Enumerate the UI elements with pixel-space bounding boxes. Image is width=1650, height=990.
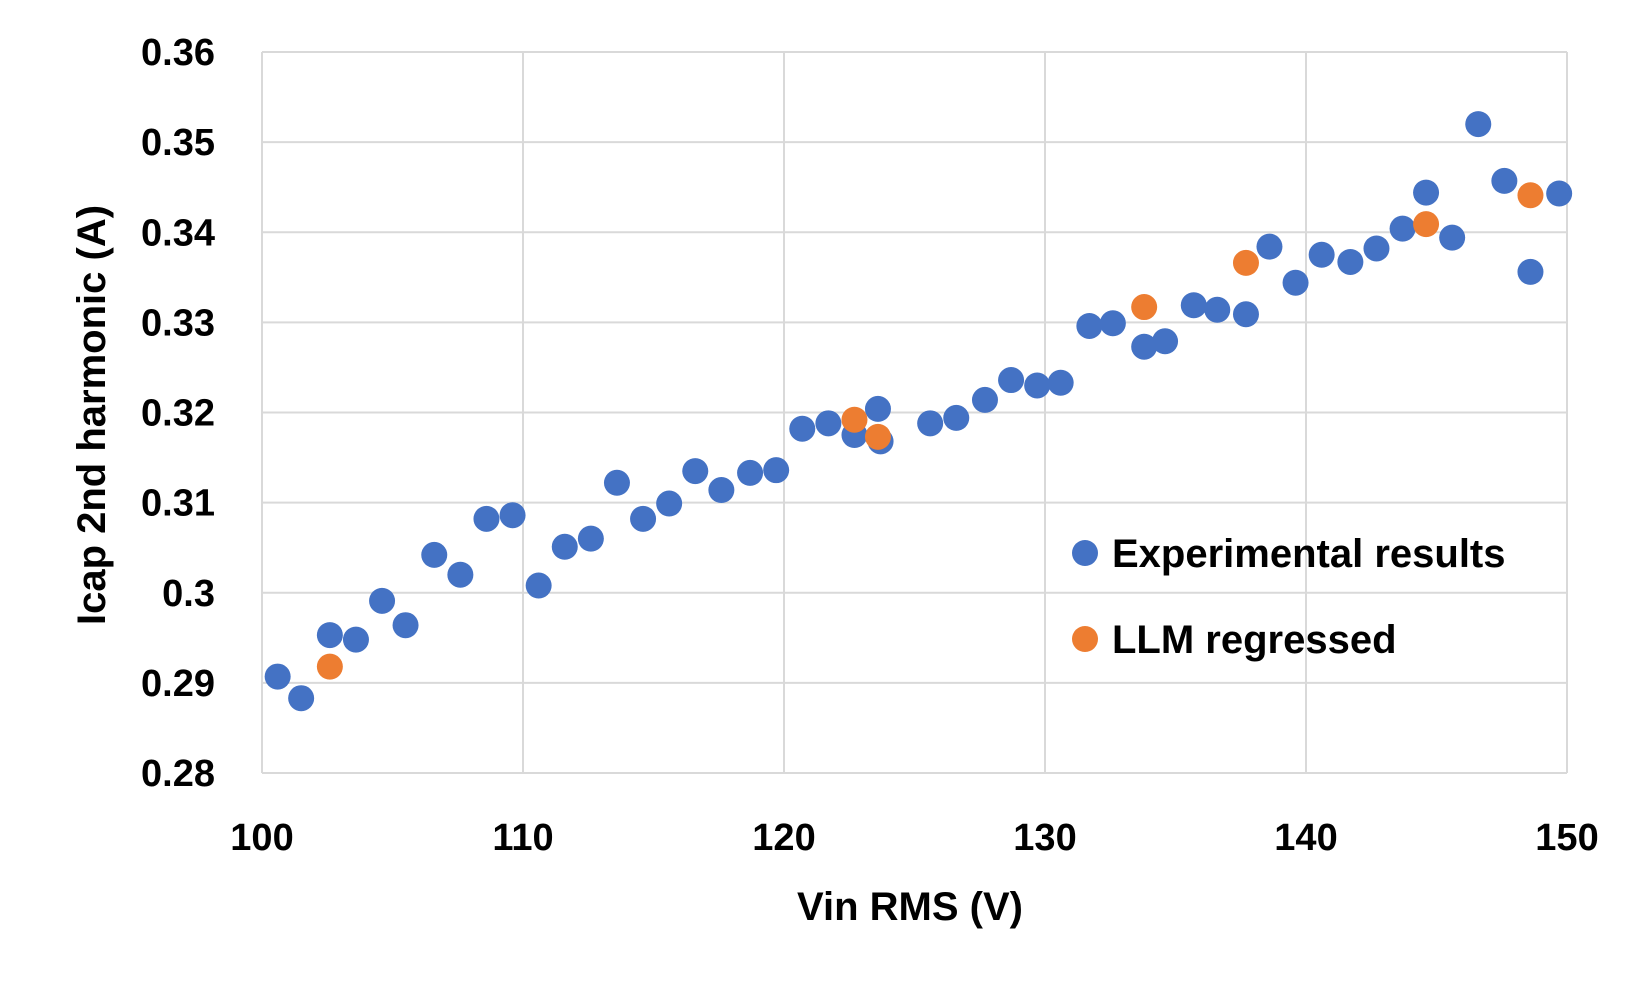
experimental-point bbox=[369, 587, 396, 614]
experimental-point bbox=[1047, 369, 1074, 396]
y-axis-ticks: 0.28 0.29 0.3 0.31 0.32 0.33 0.34 0.35 0.36 bbox=[141, 32, 215, 795]
x-tick-label: 130 bbox=[1013, 817, 1076, 859]
experimental-point bbox=[1204, 296, 1231, 323]
y-tick-label: 0.31 bbox=[141, 483, 215, 525]
experimental-point bbox=[1282, 269, 1309, 296]
legend-label-llm: LLM regressed bbox=[1112, 618, 1397, 662]
x-axis-ticks: 100 110 120 130 140 150 bbox=[230, 817, 1598, 859]
x-tick-label: 100 bbox=[230, 817, 293, 859]
experimental-point bbox=[525, 572, 552, 599]
experimental-point bbox=[998, 367, 1025, 394]
legend-marker-llm bbox=[1072, 626, 1098, 652]
experimental-point bbox=[1024, 372, 1051, 399]
llm-regressed-point bbox=[1131, 294, 1158, 321]
y-tick-label: 0.29 bbox=[141, 663, 215, 705]
experimental-point bbox=[1180, 292, 1207, 319]
experimental-point bbox=[499, 502, 526, 529]
experimental-point bbox=[1152, 328, 1179, 355]
data-points bbox=[264, 111, 1573, 712]
experimental-point bbox=[1337, 248, 1364, 275]
experimental-point bbox=[737, 459, 764, 486]
x-axis-title: Vin RMS (V) bbox=[797, 885, 1023, 929]
experimental-point bbox=[656, 490, 683, 517]
y-tick-label: 0.36 bbox=[141, 32, 215, 74]
llm-regressed-point bbox=[316, 653, 343, 680]
y-tick-label: 0.34 bbox=[141, 212, 215, 254]
legend-marker-experimental bbox=[1072, 540, 1098, 566]
experimental-point bbox=[815, 410, 842, 437]
experimental-point bbox=[789, 415, 816, 442]
experimental-point bbox=[421, 541, 448, 568]
x-tick-label: 150 bbox=[1535, 817, 1598, 859]
gridlines bbox=[261, 51, 1568, 774]
y-tick-label: 0.33 bbox=[141, 302, 215, 344]
experimental-point bbox=[447, 561, 474, 588]
experimental-point bbox=[943, 404, 970, 431]
llm-regressed-point bbox=[1413, 211, 1440, 238]
experimental-point bbox=[917, 410, 944, 437]
experimental-point bbox=[392, 612, 419, 639]
legend-label-experimental: Experimental results bbox=[1112, 532, 1506, 576]
experimental-point bbox=[708, 477, 735, 504]
y-tick-label: 0.35 bbox=[141, 122, 215, 164]
llm-regressed-point bbox=[1232, 249, 1259, 276]
experimental-point bbox=[630, 505, 657, 532]
experimental-point bbox=[1363, 235, 1390, 262]
y-axis-title: Icap 2nd harmonic (A) bbox=[70, 205, 114, 625]
experimental-point bbox=[473, 505, 500, 532]
legend: Experimental results LLM regressed bbox=[1072, 532, 1506, 662]
experimental-point bbox=[1517, 258, 1544, 285]
y-tick-label: 0.32 bbox=[141, 393, 215, 435]
experimental-point bbox=[1465, 111, 1492, 138]
experimental-point bbox=[264, 663, 291, 690]
experimental-point bbox=[1308, 241, 1335, 268]
llm-regressed-point bbox=[1517, 182, 1544, 209]
experimental-point bbox=[577, 525, 604, 552]
experimental-point bbox=[342, 626, 369, 653]
experimental-point bbox=[1389, 215, 1416, 242]
x-tick-label: 110 bbox=[492, 817, 553, 859]
experimental-point bbox=[288, 685, 315, 712]
experimental-point bbox=[1232, 301, 1259, 328]
experimental-point bbox=[1131, 333, 1158, 360]
experimental-point bbox=[1546, 180, 1573, 207]
llm-regressed-point bbox=[841, 406, 868, 433]
experimental-point bbox=[1439, 224, 1466, 251]
experimental-point bbox=[603, 469, 630, 496]
x-tick-label: 140 bbox=[1274, 817, 1337, 859]
experimental-point bbox=[1099, 310, 1126, 337]
experimental-point bbox=[1256, 233, 1283, 260]
experimental-point bbox=[551, 533, 578, 560]
llm-regressed-point bbox=[864, 423, 891, 450]
experimental-point bbox=[763, 457, 790, 484]
x-tick-label: 120 bbox=[752, 817, 815, 859]
experimental-point bbox=[316, 622, 343, 649]
y-tick-label: 0.3 bbox=[162, 573, 215, 615]
experimental-point bbox=[1076, 312, 1103, 339]
experimental-point bbox=[682, 458, 709, 485]
experimental-point bbox=[1491, 167, 1518, 194]
experimental-point bbox=[864, 395, 891, 422]
y-tick-label: 0.28 bbox=[141, 753, 215, 795]
experimental-point bbox=[971, 386, 998, 413]
experimental-point bbox=[1413, 179, 1440, 206]
